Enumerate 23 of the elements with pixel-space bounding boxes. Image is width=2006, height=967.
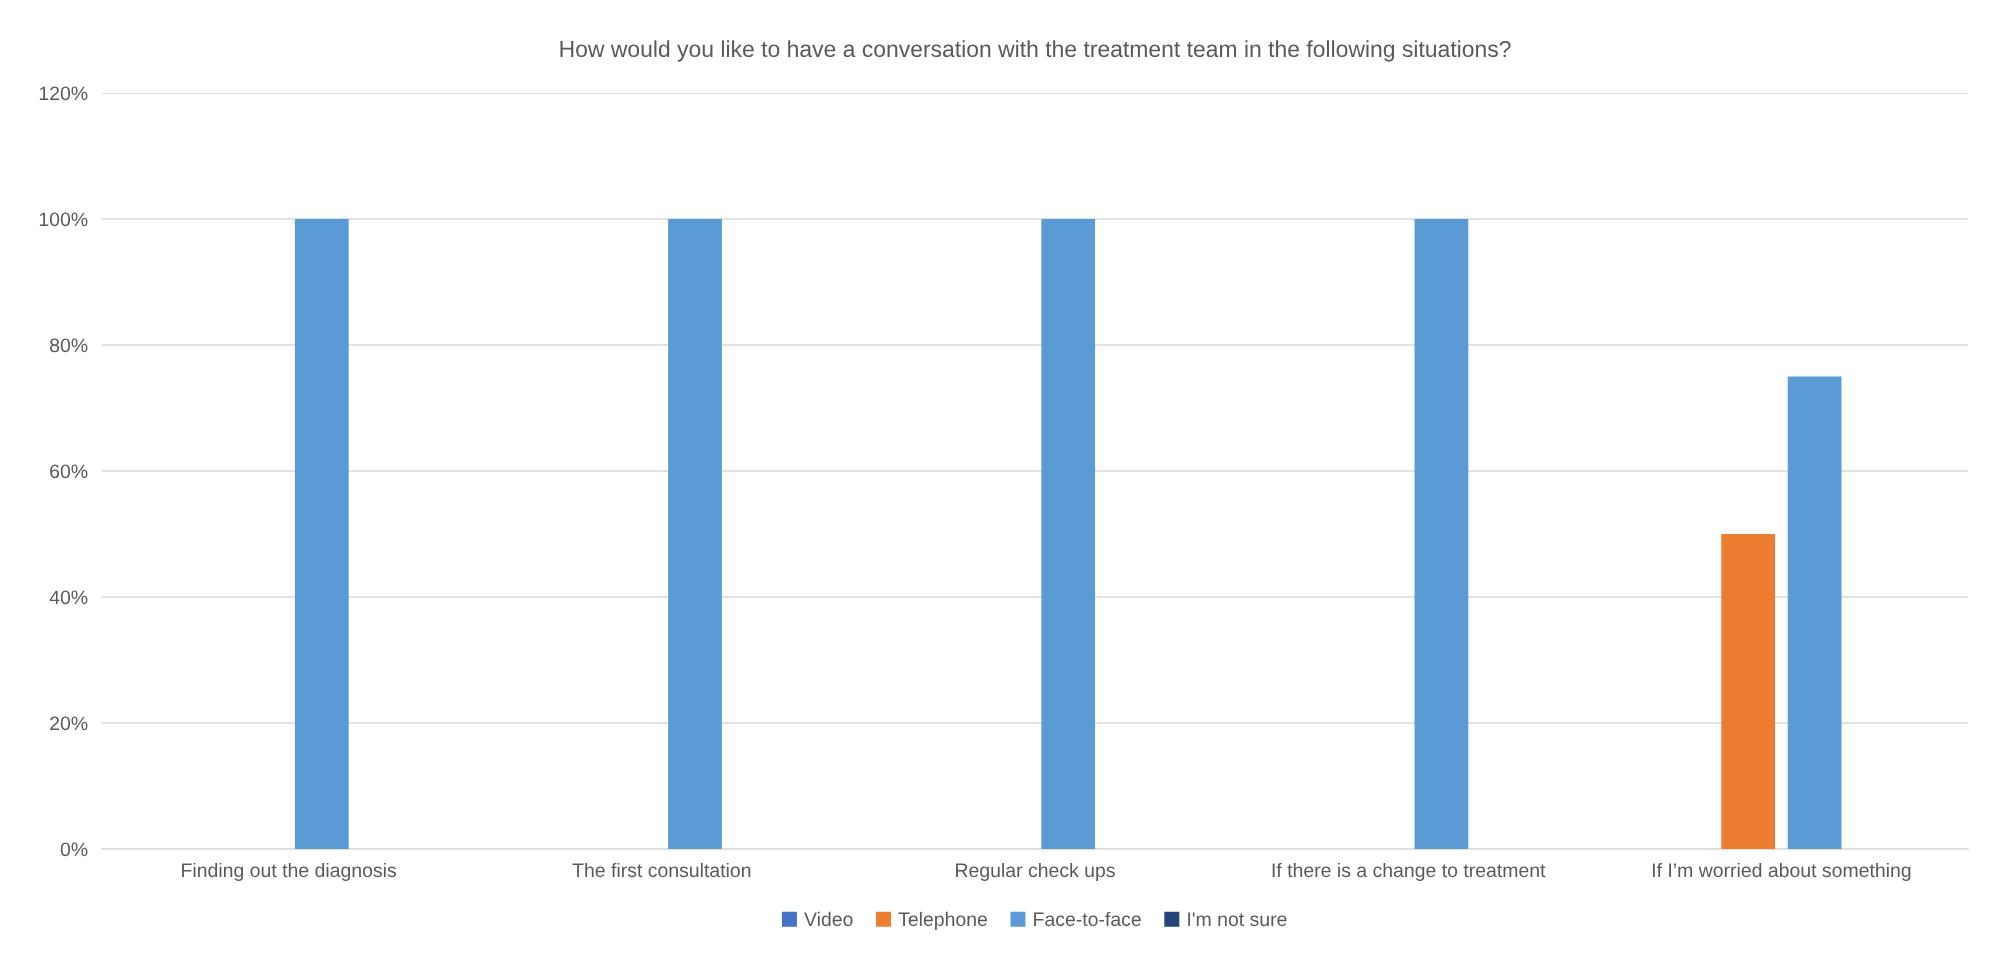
bar: [1721, 534, 1776, 849]
y-tick-label: 120%: [39, 86, 88, 101]
x-tick-label: The first consultation: [572, 862, 751, 878]
bar: [668, 219, 722, 849]
y-tick-label: 100%: [39, 212, 88, 227]
x-tick-label: If I’m worried about something: [1652, 862, 1911, 882]
y-tick-label: 60%: [50, 464, 88, 479]
bar: [1041, 219, 1096, 849]
y-tick-label: 20%: [50, 716, 88, 731]
chart-title: How would you like to have a conversation with the treatment team in the following situations?: [560, 40, 1511, 62]
legend-label: I'm not sure: [1188, 912, 1287, 927]
legend-label: Face-to-face: [1034, 911, 1141, 927]
legend-label: Telephone: [898, 911, 987, 930]
legend-label: Video: [804, 911, 853, 927]
x-tick-label: Finding out the diagnosis: [182, 862, 396, 882]
bar: [1414, 219, 1469, 849]
y-tick-label: 0%: [60, 842, 88, 857]
x-tick-label: Regular check ups: [956, 862, 1115, 882]
y-tick-label: 80%: [50, 338, 88, 353]
x-tick-label: If there is a change to treatment: [1272, 862, 1546, 882]
y-tick-label: 40%: [49, 590, 88, 605]
bar: [294, 219, 349, 849]
bar: [1787, 376, 1842, 849]
